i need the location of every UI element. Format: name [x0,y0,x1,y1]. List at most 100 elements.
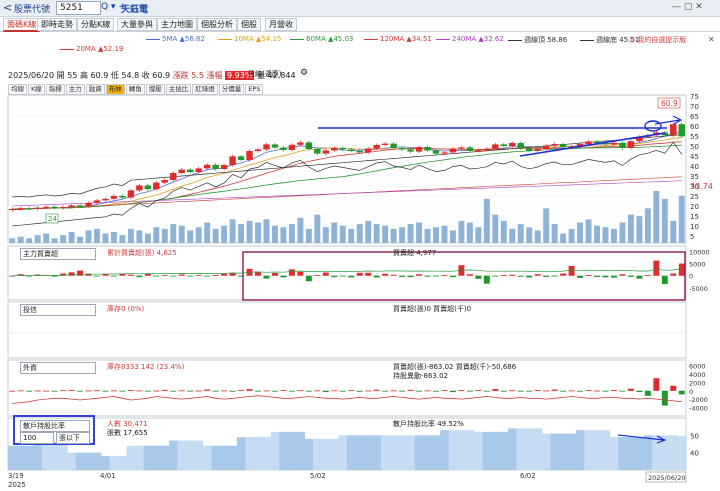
volume-tag: 24 [48,215,57,223]
volume-tag-box [45,213,59,224]
candle-body [76,205,84,207]
volume-bar [602,227,609,243]
volume-bar [305,228,312,243]
ratio-bar [482,431,492,470]
indicator-toggle[interactable]: 主力 [65,84,85,95]
foreign-bar [144,390,151,392]
indicator-toggle[interactable]: 紅綠燈 [192,84,218,95]
tab-4[interactable]: 主力地圖 [157,18,197,31]
main-force-bar [263,275,270,279]
main-force-bar [577,275,584,278]
ratio-bar [101,456,110,470]
candle-body [280,147,287,150]
stock-code-input[interactable]: 5251 [56,1,101,15]
main-force-bar [127,274,134,276]
volume-bar [399,227,406,243]
main-force-bar [602,275,609,278]
foreign-bar [94,390,100,392]
indicator-toggle[interactable]: 均線 [8,84,27,95]
indicator-toggle[interactable]: 分價量 [218,84,245,95]
tab-bar: 籌碼K線 即時走勢 分點K線 大量參與 主力地圖 個股分析 個股 月營收 [0,17,720,32]
period-select[interactable]: 日線(週原) [248,70,282,78]
candle-body [51,206,58,208]
ma-legend-item: 週線底 45.51 [580,35,639,45]
main-force-bar [594,275,600,277]
volume-bar [390,228,397,243]
ratio-threshold-select[interactable]: 100 [20,432,54,444]
x-axis-label: 4/01 [100,472,116,480]
volume-bar [560,233,567,243]
tab-5[interactable]: 個股分析 [197,18,237,31]
main-force-bar [314,275,321,277]
candle-body [636,136,643,142]
volume-bar [577,222,584,243]
candle-body [424,147,431,151]
settings-gear-icon[interactable]: ⚙ [300,68,309,78]
foreign-bar [119,390,126,392]
indicator-toggle[interactable]: 轉角 [125,84,145,95]
tab-2[interactable]: 分點K線 [77,18,115,31]
tab-3[interactable]: 大量參與 [117,18,157,31]
ratio-unit-select[interactable]: 張以下 [56,432,90,444]
back-button[interactable]: < [3,1,13,14]
indicator-toggle[interactable]: K線 [28,84,45,95]
ratio-bar [313,438,322,470]
indicator-toggle[interactable]: 撐壓 [145,84,165,95]
ratio-bar [440,430,449,470]
volume-bar [348,228,355,243]
foreign-bar [280,389,287,391]
panel-trust-select[interactable]: 投信 [20,304,96,316]
candle-body [331,148,338,151]
main-force-bar [187,275,194,277]
panel-foreign-select[interactable]: 外資 [20,362,96,374]
foreign-bar [407,389,414,391]
indicator-toggle[interactable]: 融資 [85,84,105,95]
main-force-bar [9,275,16,277]
candle-body [17,208,24,210]
foreign-bar [339,390,346,392]
y-tick-label: 40 [690,163,699,171]
foreign-bar [229,390,236,392]
foreign-bar [348,390,355,391]
main-force-bar [77,270,84,276]
indicator-toggle[interactable]: 布林 [105,84,125,95]
panel-main-force-select[interactable]: 主力買賣超 [20,248,96,260]
tab-6[interactable]: 個股 [237,18,261,31]
x-axis-label: 3/19 [8,472,24,480]
search-icon[interactable]: Q ▾ + [101,2,126,12]
high-value: 60.9 [90,71,109,80]
main-force-bar [204,275,211,277]
indicator-toggle[interactable]: 主插比 [165,84,192,95]
ratio-bar [143,445,153,470]
volume-bar [255,222,261,243]
foreign-bar [212,390,219,392]
ratio-bar [677,436,687,470]
candle-body [263,144,270,150]
tab-7[interactable]: 月營收 [265,18,297,31]
tab-1[interactable]: 即時走勢 [37,18,77,31]
foreign-bar [416,390,423,392]
ratio-bar [609,437,619,470]
window-controls-icon[interactable]: — ▢ ✕ [672,2,703,12]
ratio-bar [287,431,297,470]
foreign-tick: 6000 [689,363,706,371]
ratio-control-highlight [13,415,95,445]
indicator-toggle[interactable]: EPS [245,84,264,95]
favorites-hint[interactable]: ⓒ 我的自選提示版 [628,36,687,44]
indicator-toggle[interactable]: 指標 [45,84,65,95]
foreign-bar [365,390,372,392]
main-force-bar [585,274,592,276]
open-label: 開 [56,71,65,80]
collapse-icon[interactable]: ✕ [708,35,715,44]
foreign-bar [26,390,33,392]
candle-body [593,141,601,143]
y-tick-label: 15 [690,213,699,221]
main-force-bar [271,273,278,276]
ma-price-tag: 33.74 [690,182,713,191]
ratio-bar [669,435,678,470]
foreign-bar [195,390,202,392]
volume-bar [610,228,617,243]
volume-bar [263,219,270,243]
panel-ratio-select[interactable]: 散戶持股比率 [20,420,90,432]
main-force-bar [17,274,24,276]
